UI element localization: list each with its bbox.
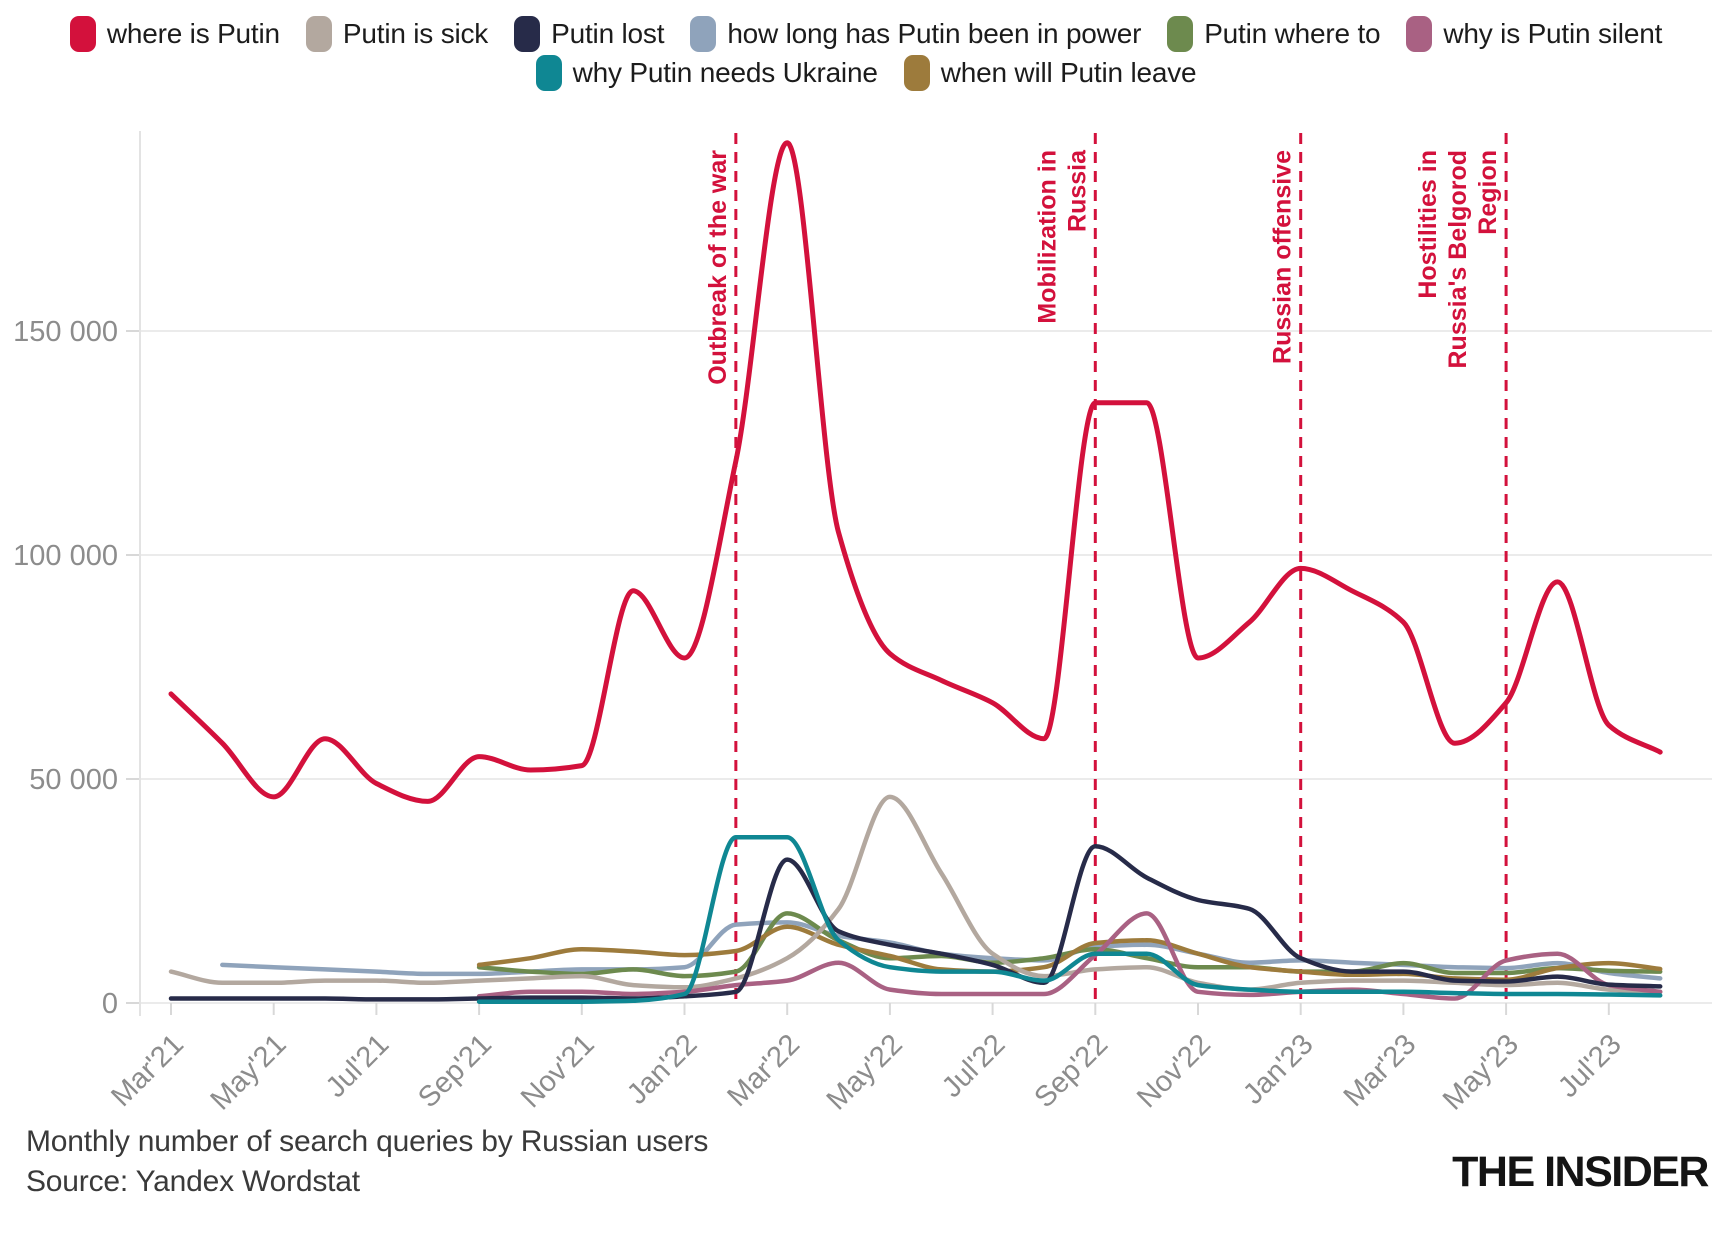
event-annotation: Hostilities inRussia's BelgorodRegion	[1414, 150, 1502, 369]
annotation-label: Region	[1474, 150, 1502, 235]
x-axis-label: Mar'21	[105, 1028, 190, 1113]
legend-label: Putin is sick	[342, 18, 489, 49]
legend-label: when will Putin leave	[940, 57, 1197, 88]
x-axis-label: Jul'21	[320, 1028, 396, 1104]
legend-item: Putin where to	[1167, 16, 1381, 52]
legend-item: why is Putin silent	[1406, 16, 1662, 52]
x-axis-label: Jul'23	[1552, 1028, 1628, 1104]
legend-item: why Putin needs Ukraine	[535, 55, 878, 91]
legend-label: why Putin needs Ukraine	[572, 57, 878, 88]
legend-swatch-icon	[1167, 16, 1194, 52]
y-axis-label: 100 000	[13, 540, 118, 572]
annotation-label: Hostilities in	[1414, 150, 1442, 299]
legend-label: Putin lost	[551, 18, 665, 49]
legend-label: Putin where to	[1204, 18, 1381, 49]
legend-item: Putin lost	[514, 16, 665, 52]
series-line-why-putin-needs-ukraine	[476, 834, 1663, 1004]
legend-label: where is Putin	[106, 18, 280, 49]
x-axis-label: Jan'22	[621, 1028, 703, 1110]
legend-item: where is Putin	[69, 16, 280, 52]
annotation-label: Outbreak of the war	[704, 150, 732, 385]
legend-swatch-icon	[69, 16, 96, 52]
legend-item: when will Putin leave	[903, 55, 1197, 91]
series-line-where-is-putin	[168, 140, 1663, 804]
x-axis-label: Sep'22	[1028, 1028, 1114, 1114]
y-axis-label: 0	[102, 988, 118, 1020]
x-axis-label: Mar'22	[721, 1028, 806, 1113]
x-axis-label: Jan'23	[1237, 1028, 1319, 1110]
series-line-putin-lost	[168, 843, 1663, 1002]
legend-row: where is Putin Putin is sick Putin lost how…	[69, 16, 1662, 52]
x-axis-label: Jul'22	[936, 1028, 1012, 1104]
legend-swatch-icon	[305, 16, 332, 52]
event-annotation: Russian offensive	[1269, 150, 1297, 364]
legend-swatch-icon	[514, 16, 541, 52]
y-axis-label: 150 000	[13, 316, 118, 348]
chart-source: Source: Yandex Wordstat	[26, 1165, 360, 1199]
chart-footer: Monthly number of search queries by Russ…	[26, 1122, 708, 1202]
legend-swatch-icon	[690, 16, 717, 52]
y-axis-label: 50 000	[29, 764, 118, 796]
legend: where is Putin Putin is sick Putin lost how…	[0, 16, 1732, 91]
annotation-label: Russian offensive	[1269, 150, 1297, 364]
legend-row: why Putin needs Ukraine when will Putin l…	[535, 55, 1197, 91]
series-line-putin-where-to	[476, 911, 1663, 979]
annotation-label: Mobilization in	[1033, 150, 1061, 324]
x-axis-label: Sep'21	[412, 1028, 498, 1114]
series-line-putin-is-sick	[168, 794, 1663, 995]
legend-swatch-icon	[1406, 16, 1433, 52]
x-axis-label: Mar'23	[1338, 1028, 1423, 1113]
event-annotation: Mobilization inRussia	[1033, 149, 1091, 324]
event-annotation: Outbreak of the war	[704, 150, 732, 385]
x-axis-label: Nov'22	[1131, 1028, 1217, 1114]
the-insider-logo: THE INSIDER	[1452, 1148, 1709, 1196]
x-axis-label: May'22	[821, 1028, 909, 1116]
annotation-label: Russia's Belgorod	[1444, 150, 1472, 369]
annotation-label: Russia	[1063, 149, 1091, 232]
chart-caption: Monthly number of search queries by Russ…	[26, 1125, 709, 1158]
legend-item: how long has Putin been in power	[690, 16, 1141, 52]
legend-item: Putin is sick	[305, 16, 489, 52]
legend-label: why is Putin silent	[1443, 18, 1663, 49]
x-axis-label: May'23	[1437, 1028, 1525, 1116]
x-axis-label: Nov'21	[515, 1028, 601, 1114]
legend-swatch-icon	[903, 55, 930, 91]
legend-swatch-icon	[535, 55, 562, 91]
x-axis-label: May'21	[205, 1028, 293, 1116]
legend-label: how long has Putin been in power	[727, 18, 1142, 49]
